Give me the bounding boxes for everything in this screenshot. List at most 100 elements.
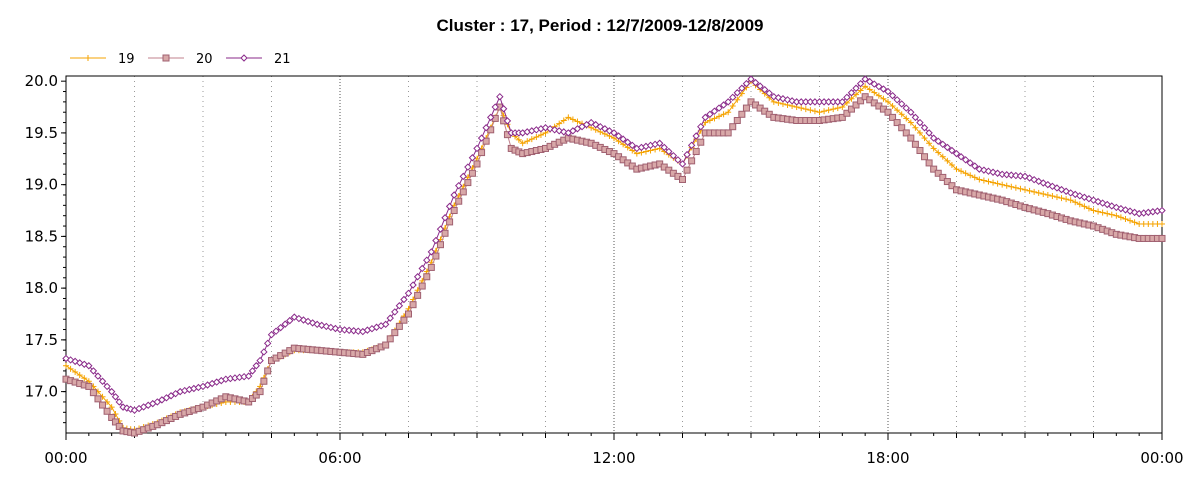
data-point [925, 159, 933, 167]
data-point [455, 181, 463, 190]
data-point [1159, 220, 1165, 227]
data-point [62, 354, 70, 363]
data-point [1003, 171, 1011, 179]
axis-ticks: 00:00 06:00 12:00 18:00 00:00 17.0 17.5 18.0 18.… [25, 72, 1184, 467]
data-point [427, 263, 435, 271]
data-point [1117, 214, 1124, 221]
data-point [436, 225, 445, 233]
data-point [993, 169, 1002, 177]
data-point [499, 105, 508, 113]
data-point [89, 389, 97, 397]
data-point [1049, 193, 1056, 200]
data-point [966, 159, 974, 167]
data-point [537, 131, 544, 138]
data-point [533, 134, 540, 141]
data-point [299, 316, 308, 324]
legend: 19 20 21 [70, 52, 291, 67]
data-point [847, 89, 856, 97]
data-point [519, 140, 526, 147]
data-point [961, 156, 970, 164]
data-point [252, 362, 260, 370]
data-point [482, 137, 490, 145]
y-tick-label: 19.5 [25, 124, 58, 142]
data-point [418, 264, 426, 273]
data-point [395, 302, 404, 310]
data-point [911, 113, 920, 122]
data-point [263, 339, 272, 348]
data-point [862, 83, 869, 90]
data-point [875, 92, 882, 99]
data-point [340, 326, 349, 334]
data-point [729, 123, 737, 131]
data-point [871, 89, 878, 96]
data-point [546, 125, 554, 133]
data-point [710, 107, 719, 115]
data-point [414, 291, 422, 299]
data-point [655, 139, 664, 147]
data-point [286, 316, 294, 325]
data-point [821, 108, 828, 115]
data-point [994, 180, 1001, 187]
data-point [89, 367, 98, 375]
legend-marker [240, 54, 248, 62]
data-point [847, 105, 855, 113]
data-point [628, 141, 636, 150]
data-point [683, 166, 691, 174]
data-point [929, 134, 938, 142]
data-point [1094, 197, 1102, 206]
legend-item-20: 20 [148, 52, 213, 67]
data-point [423, 273, 431, 281]
data-point [934, 169, 942, 177]
data-point [958, 168, 965, 175]
legend-marker [162, 54, 170, 62]
data-point [716, 113, 723, 120]
data-point [719, 101, 728, 109]
x-tick-label: 06:00 [318, 449, 361, 467]
data-point [103, 407, 111, 415]
data-point [468, 154, 477, 162]
data-point [857, 97, 865, 105]
data-point [1039, 179, 1047, 187]
data-point [107, 387, 116, 396]
data-point [1089, 196, 1098, 204]
data-point [395, 322, 403, 330]
data-point [1131, 219, 1138, 226]
data-point [1035, 189, 1042, 196]
data-point [404, 289, 413, 298]
data-point [729, 103, 736, 110]
data-point [1040, 190, 1047, 197]
data-point [889, 103, 896, 110]
data-point [724, 98, 732, 106]
data-point [446, 218, 454, 226]
data-point [436, 241, 444, 249]
data-point [853, 91, 860, 98]
data-point [807, 107, 814, 114]
data-point [244, 372, 253, 380]
data-point [1158, 234, 1166, 242]
data-point [889, 113, 897, 121]
data-point [468, 169, 476, 177]
series-20 [62, 93, 1166, 437]
data-point [733, 89, 742, 97]
data-point [930, 145, 937, 152]
data-point [692, 132, 700, 140]
data-point [976, 176, 983, 183]
data-point [884, 87, 892, 96]
data-point [921, 153, 929, 161]
data-point [893, 96, 901, 104]
data-point [962, 170, 969, 177]
x-tick-label: 00:00 [44, 449, 87, 467]
data-point [623, 138, 632, 146]
data-point [738, 84, 746, 92]
data-point [391, 329, 399, 337]
data-point [811, 108, 818, 115]
data-point [952, 149, 961, 158]
data-point [916, 118, 924, 127]
data-point [687, 141, 696, 150]
data-point [1053, 184, 1061, 192]
data-point [327, 323, 335, 332]
data-point [478, 149, 486, 157]
data-point [1072, 199, 1079, 206]
data-point [413, 273, 422, 281]
data-point [838, 113, 846, 121]
